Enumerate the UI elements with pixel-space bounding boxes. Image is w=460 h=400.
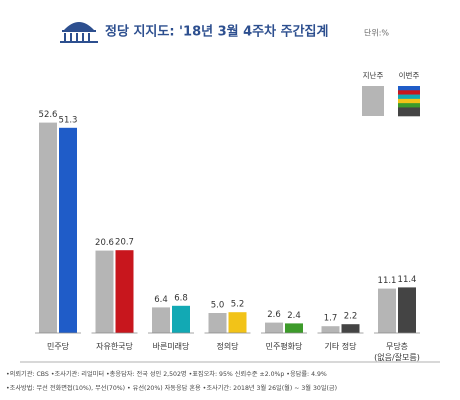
value-label: 1.7 — [324, 314, 338, 324]
value-label: 6.4 — [154, 295, 168, 305]
legend-swatch — [398, 107, 420, 113]
value-label: 52.6 — [39, 110, 58, 120]
value-label: 2.4 — [287, 311, 301, 321]
x-tick-label: 바른미래당 — [152, 342, 190, 351]
x-tick-label: 무당층 (없음/잘모름) — [374, 342, 420, 362]
value-label: 2.2 — [344, 312, 358, 322]
value-label: 11.4 — [398, 275, 417, 285]
legend-swatch — [398, 94, 420, 100]
footer-note: •조사방법: 무선 전화면접(10%), 무선(70%) • 유선(20%) 자… — [6, 385, 338, 392]
legend-label: 이번주 — [399, 70, 420, 80]
value-label: 5.2 — [231, 300, 245, 310]
value-label: 6.8 — [174, 293, 188, 303]
x-tick-label: 정의당 — [216, 342, 239, 351]
bar — [39, 122, 57, 333]
bar — [59, 127, 77, 333]
legend-swatch — [362, 86, 384, 116]
legend-label: 지난주 — [363, 71, 384, 80]
bar — [378, 288, 396, 333]
legend-swatch — [398, 98, 420, 104]
value-label: 51.3 — [59, 115, 78, 125]
x-tick-label: 민주평화당 — [265, 342, 303, 351]
unit-label: 단위:% — [364, 28, 389, 38]
bar — [285, 323, 303, 333]
bar — [152, 307, 170, 333]
legend-swatch — [398, 103, 420, 108]
value-label: 20.6 — [95, 238, 114, 248]
bar — [208, 313, 227, 333]
bar — [95, 250, 114, 333]
bar — [321, 326, 340, 333]
bar — [228, 312, 247, 333]
x-tick-label: 민주당 — [46, 342, 70, 351]
value-label: 2.6 — [267, 310, 281, 320]
x-tick-label: 자유한국당 — [96, 342, 133, 351]
footer-note: •의뢰기관: CBS •조사기관: 리얼미터 •총응답자: 전국 성인 2,50… — [6, 371, 327, 378]
value-label: 5.0 — [211, 301, 225, 311]
bar — [398, 287, 416, 333]
bar — [115, 250, 134, 333]
chart-title: 정당 지지도: '18년 3월 4주차 주간집계 — [105, 24, 328, 40]
value-label: 11.1 — [378, 276, 397, 286]
bar — [172, 305, 190, 333]
x-tick-label: 기타 정당 — [324, 342, 357, 351]
legend-swatch — [398, 86, 420, 91]
bar — [265, 322, 283, 333]
bar — [341, 324, 360, 333]
legend-swatch — [398, 111, 420, 117]
logo-icon — [60, 22, 98, 43]
legend-swatch — [398, 90, 420, 95]
value-label: 20.7 — [115, 238, 134, 248]
